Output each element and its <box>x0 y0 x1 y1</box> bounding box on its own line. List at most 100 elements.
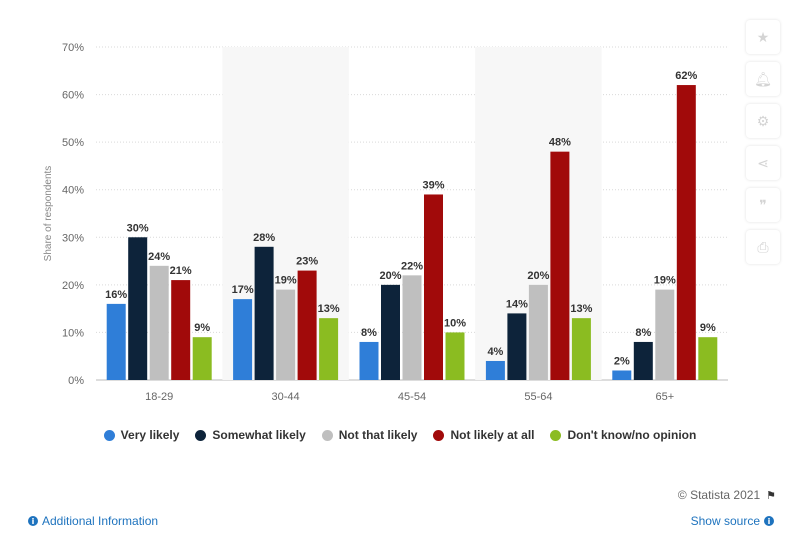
bar[interactable] <box>445 332 465 380</box>
y-tick-label: 20% <box>62 280 84 292</box>
bar[interactable] <box>128 237 148 380</box>
bar[interactable] <box>319 318 339 380</box>
info-icon: i <box>764 516 774 526</box>
legend-marker <box>321 429 333 441</box>
bar[interactable] <box>106 303 126 380</box>
y-axis-ticks: 0% 10% 20% 30% 40% 50% 60% 70% <box>62 42 84 387</box>
data-label: 16% <box>105 289 127 301</box>
legend-item-dont-know[interactable]: Don't know/no opinion <box>550 428 696 442</box>
data-label: 21% <box>170 265 192 277</box>
side-toolbar: ★ 🔔︎ ⚙ ⋖ ❞ ⎙ <box>746 20 782 264</box>
data-label: 8% <box>635 327 651 339</box>
legend-item-very-likely[interactable]: Very likely <box>103 428 180 442</box>
data-label: 17% <box>232 284 254 296</box>
legend-marker <box>433 429 445 441</box>
additional-information-label: Additional Information <box>42 514 159 528</box>
data-label: 9% <box>194 322 210 334</box>
data-label: 13% <box>570 303 592 315</box>
bar[interactable] <box>571 318 591 380</box>
data-label: 19% <box>654 275 676 287</box>
bar[interactable] <box>507 313 527 380</box>
data-label: 24% <box>148 251 170 263</box>
data-label: 19% <box>275 275 297 287</box>
bar[interactable] <box>676 85 696 381</box>
data-label: 13% <box>318 303 340 315</box>
y-tick-label: 50% <box>62 137 84 149</box>
bar[interactable] <box>192 337 212 380</box>
data-label: 20% <box>527 270 549 282</box>
bar[interactable] <box>485 360 505 380</box>
data-label: 39% <box>422 179 444 191</box>
data-label: 48% <box>549 137 571 149</box>
data-label: 62% <box>675 70 697 82</box>
bell-icon[interactable]: 🔔︎ <box>746 62 780 96</box>
data-label: 8% <box>361 327 377 339</box>
bar[interactable] <box>528 284 548 380</box>
data-label: 2% <box>614 355 630 367</box>
data-label: 4% <box>487 346 503 358</box>
bar-chart: 0% 10% 20% 30% 40% 50% 60% 70% 16% 30% 24%21% 9% 17… <box>43 42 728 403</box>
legend-marker <box>195 429 207 441</box>
x-tick-label: 30-44 <box>272 391 300 403</box>
bar[interactable] <box>550 151 570 380</box>
bar[interactable] <box>612 370 632 380</box>
share-icon[interactable]: ⋖ <box>746 146 780 180</box>
bar[interactable] <box>254 246 274 380</box>
data-label: 22% <box>401 260 423 272</box>
legend-label: Not that likely <box>338 428 418 442</box>
legend-marker <box>103 429 115 441</box>
info-icon: i <box>28 516 38 526</box>
y-tick-label: 40% <box>62 185 84 197</box>
y-tick-label: 10% <box>62 327 84 339</box>
x-tick-label: 55-64 <box>524 391 552 403</box>
legend-label: Not likely at all <box>450 428 535 442</box>
bar[interactable] <box>233 299 253 380</box>
bars <box>106 85 718 381</box>
legend-item-not-likely-at-all[interactable]: Not likely at all <box>433 428 534 442</box>
gear-icon[interactable]: ⚙ <box>746 104 780 138</box>
show-source-label: Show source <box>690 514 760 528</box>
data-label: 30% <box>127 222 149 234</box>
legend: Very likely Somewhat likely Not that lik… <box>0 428 800 442</box>
copyright-text: © Statista 2021 <box>677 488 761 502</box>
bar[interactable] <box>381 284 400 380</box>
show-source-link[interactable]: Show source i <box>691 514 774 528</box>
bar[interactable] <box>297 270 317 380</box>
data-label: 10% <box>444 317 466 329</box>
data-label: 20% <box>379 270 401 282</box>
y-tick-label: 30% <box>62 232 84 244</box>
quote-icon[interactable]: ❞ <box>746 188 780 222</box>
additional-information-link[interactable]: i Additional Information <box>28 514 158 528</box>
print-icon[interactable]: ⎙ <box>746 230 780 264</box>
bar[interactable] <box>633 341 653 380</box>
y-tick-label: 70% <box>62 42 84 54</box>
data-labels: 16%30%24%21%9%17%28%19%23%13%8%20%22%39%… <box>105 70 716 367</box>
bar[interactable] <box>276 289 296 380</box>
bar[interactable] <box>171 280 191 380</box>
y-axis-label: Share of respondents <box>43 166 54 262</box>
legend-item-somewhat-likely[interactable]: Somewhat likely <box>195 428 306 442</box>
legend-item-not-that-likely[interactable]: Not that likely <box>321 428 418 442</box>
legend-label: Very likely <box>120 428 180 442</box>
x-axis-categories: 18-29 30-44 45-54 55-64 65+ <box>145 391 674 403</box>
x-tick-label: 45-54 <box>398 391 426 403</box>
bar[interactable] <box>359 341 379 380</box>
y-tick-label: 60% <box>62 90 84 102</box>
bar[interactable] <box>149 265 169 380</box>
data-label: 9% <box>700 322 716 334</box>
x-tick-label: 18-29 <box>145 391 173 403</box>
x-tick-label: 65+ <box>655 391 674 403</box>
data-label: 23% <box>296 256 318 268</box>
legend-marker <box>550 429 562 441</box>
data-label: 14% <box>506 298 528 310</box>
bar[interactable] <box>698 337 718 380</box>
flag-icon[interactable]: ⚑ <box>766 489 776 502</box>
copyright: © Statista 2021 ⚑ <box>678 488 776 502</box>
star-icon[interactable]: ★ <box>746 20 780 54</box>
y-tick-label: 0% <box>68 375 84 387</box>
legend-label: Don't know/no opinion <box>567 428 697 442</box>
bar[interactable] <box>402 275 422 380</box>
legend-label: Somewhat likely <box>212 428 306 442</box>
bar[interactable] <box>655 289 675 380</box>
bar[interactable] <box>424 194 443 380</box>
